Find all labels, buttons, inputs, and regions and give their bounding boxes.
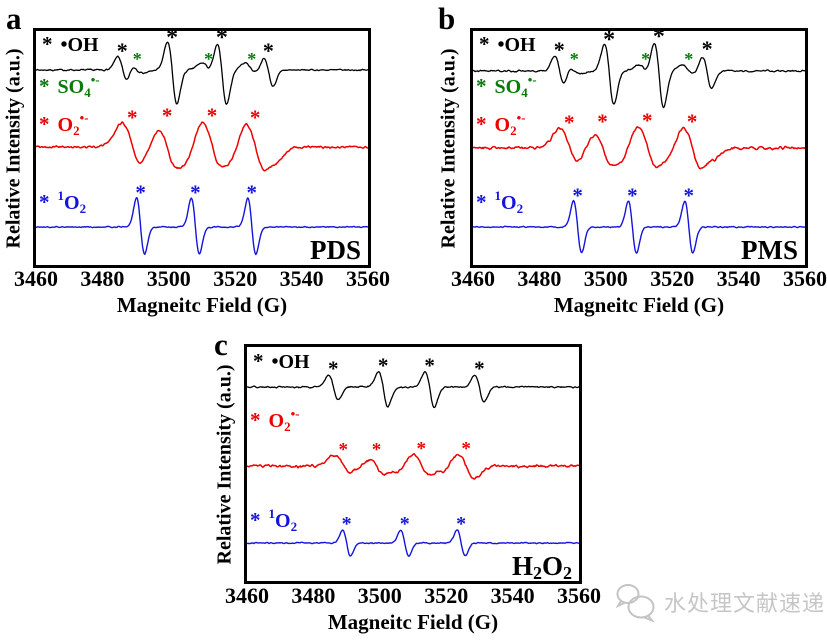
panel-a-condition-label: PDS: [309, 235, 361, 265]
x-tick-label: 3560: [557, 583, 601, 608]
peak-star-marker: *: [554, 37, 565, 62]
panel-b-plot-area: * * * * * * * * * * * * * * * •OH * SO4•- * O2•- * 1O2 PMS: [470, 28, 808, 268]
panel-b-y-axis-title: Relative Intensity (a.u.): [434, 31, 464, 265]
peak-star-marker: *: [247, 180, 257, 204]
panel-c-x-axis-title: Magneitc Field (G): [327, 610, 499, 634]
peak-star-marker: *: [570, 49, 579, 69]
peak-star-marker: *: [641, 49, 650, 69]
x-tick-label: 3480: [517, 266, 562, 291]
peak-star-marker: *: [247, 49, 256, 69]
panel-b-y-axis-title-text: Relative Intensity (a.u.): [437, 48, 460, 248]
x-tick-label: 3560: [783, 266, 827, 291]
panel-a-x-ticks: 3460 3480 3500 3520 3540 3560: [14, 266, 390, 292]
panel-a-x-axis-title: Magneitc Field (G): [116, 293, 288, 317]
peak-star-marker: *: [424, 354, 435, 378]
panel-b-condition-label: PMS: [741, 235, 798, 265]
panel-c-y-axis-title-text: Relative Intensity (a.u.): [213, 364, 236, 564]
panel-c-plot-area: * * * * * * * * * * * * •OH * O2•- * 1O2 H2O2: [244, 344, 582, 584]
x-tick-label: 3560: [346, 266, 390, 291]
singlet-oxygen-adduct-trace: [36, 197, 368, 256]
peak-star-marker: *: [162, 104, 173, 128]
peak-star-marker: *: [597, 110, 608, 134]
panel-a-y-axis-title-text: Relative Intensity (a.u.): [2, 48, 25, 248]
peak-star-marker: *: [474, 357, 485, 381]
x-tick-label: 3520: [650, 266, 695, 291]
peak-star-marker: *: [456, 513, 466, 535]
panel-c-condition-label: H2O2: [511, 551, 572, 583]
peak-star-marker: *: [207, 104, 218, 128]
panel-a-plot-area: * * * * * * * * * * * * * * * •OH * SO4•- * O2•- * 1O2 PDS: [33, 28, 371, 268]
peak-star-marker: *: [564, 111, 575, 135]
x-tick-label: 3540: [716, 266, 761, 291]
chat-bubbles-icon: [615, 584, 656, 623]
peak-star-marker: *: [342, 513, 352, 535]
singlet-oxygen-adduct-trace: [247, 529, 579, 557]
panel-c-x-ticks: 3460 3480 3500 3520 3540 3560: [225, 583, 601, 609]
x-tick-label: 3500: [583, 266, 628, 291]
peak-star-marker: *: [400, 513, 410, 535]
peak-star-marker: *: [250, 106, 261, 130]
peak-star-marker: *: [133, 49, 142, 69]
x-tick-label: 3460: [451, 266, 495, 291]
peak-star-marker: *: [135, 180, 146, 204]
x-tick-label: 3540: [279, 266, 324, 291]
peak-star-marker: *: [702, 36, 713, 61]
peak-star-marker: *: [627, 183, 638, 207]
peak-star-marker: *: [127, 106, 138, 130]
panel-b-x-ticks: 3460 3480 3500 3520 3540 3560: [451, 266, 827, 292]
peak-star-marker: *: [166, 31, 178, 51]
x-tick-label: 3520: [213, 266, 258, 291]
peak-star-marker: *: [572, 183, 583, 207]
peak-star-marker: *: [117, 38, 128, 63]
hydroxyl-and-sulfate-radical-adduct-trace: [36, 41, 368, 105]
x-tick-label: 3540: [490, 583, 535, 608]
peak-star-marker: *: [684, 49, 693, 69]
hydroxyl-radical-adduct-trace: [247, 371, 579, 409]
x-tick-label: 3480: [80, 266, 125, 291]
peak-star-marker: *: [642, 109, 653, 133]
panel-b-letter: b: [438, 1, 456, 36]
peak-star-marker: *: [339, 440, 349, 461]
peak-star-marker: *: [687, 110, 698, 134]
panel-b-traces: * ***** ** * * ** * *: [473, 31, 805, 254]
panel-a-traces: * ***** ** * * ** * *: [36, 31, 368, 256]
peak-star-marker: *: [263, 38, 274, 63]
peak-star-marker: *: [684, 183, 695, 207]
x-tick-label: 3480: [291, 583, 336, 608]
superoxide-radical-adduct-trace: [36, 121, 368, 172]
peak-star-marker: *: [417, 439, 427, 460]
peak-star-marker: *: [328, 357, 339, 381]
peak-star-marker: *: [603, 31, 615, 53]
peak-star-marker: *: [378, 354, 389, 378]
x-tick-label: 3460: [225, 583, 269, 608]
superoxide-radical-adduct-trace: [247, 453, 579, 480]
singlet-oxygen-adduct-trace: [473, 199, 805, 254]
peak-star-marker: *: [461, 439, 471, 460]
panel-c-letter: c: [214, 327, 228, 362]
x-tick-label: 3460: [14, 266, 58, 291]
panel-a-letter: a: [6, 1, 22, 36]
panel-c-y-axis-title: Relative Intensity (a.u.): [210, 347, 240, 581]
peak-star-marker: *: [216, 31, 228, 51]
peak-star-marker: *: [372, 440, 382, 461]
hydroxyl-and-sulfate-radical-adduct-trace: [473, 43, 805, 109]
x-tick-label: 3500: [146, 266, 191, 291]
watermark: 水处理文献速递: [613, 581, 825, 623]
panel-c-traces: * * * * * * * * * * *: [247, 354, 579, 557]
watermark-text: 水处理文献速递: [664, 592, 826, 617]
x-tick-label: 3500: [357, 583, 402, 608]
x-tick-label: 3520: [424, 583, 469, 608]
peak-star-marker: *: [204, 49, 213, 69]
peak-star-marker: *: [190, 180, 201, 204]
peak-star-marker: *: [653, 31, 665, 50]
panel-b-x-axis-title: Magneitc Field (G): [553, 293, 725, 317]
panel-a-y-axis-title: Relative Intensity (a.u.): [0, 31, 29, 265]
superoxide-radical-adduct-trace: [473, 126, 805, 170]
